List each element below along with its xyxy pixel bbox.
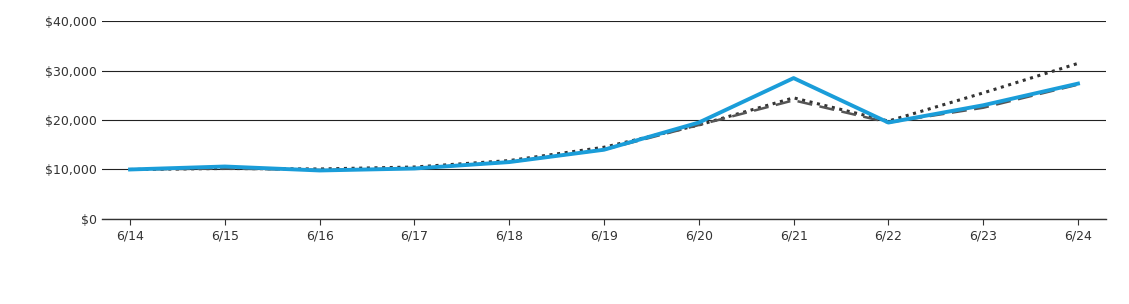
Legend: JPMorgan Mid Cap Growth Fund - Class R3 Shares: $27,381, Russell 3000 Index: $31: JPMorgan Mid Cap Growth Fund - Class R3 … — [108, 300, 543, 304]
